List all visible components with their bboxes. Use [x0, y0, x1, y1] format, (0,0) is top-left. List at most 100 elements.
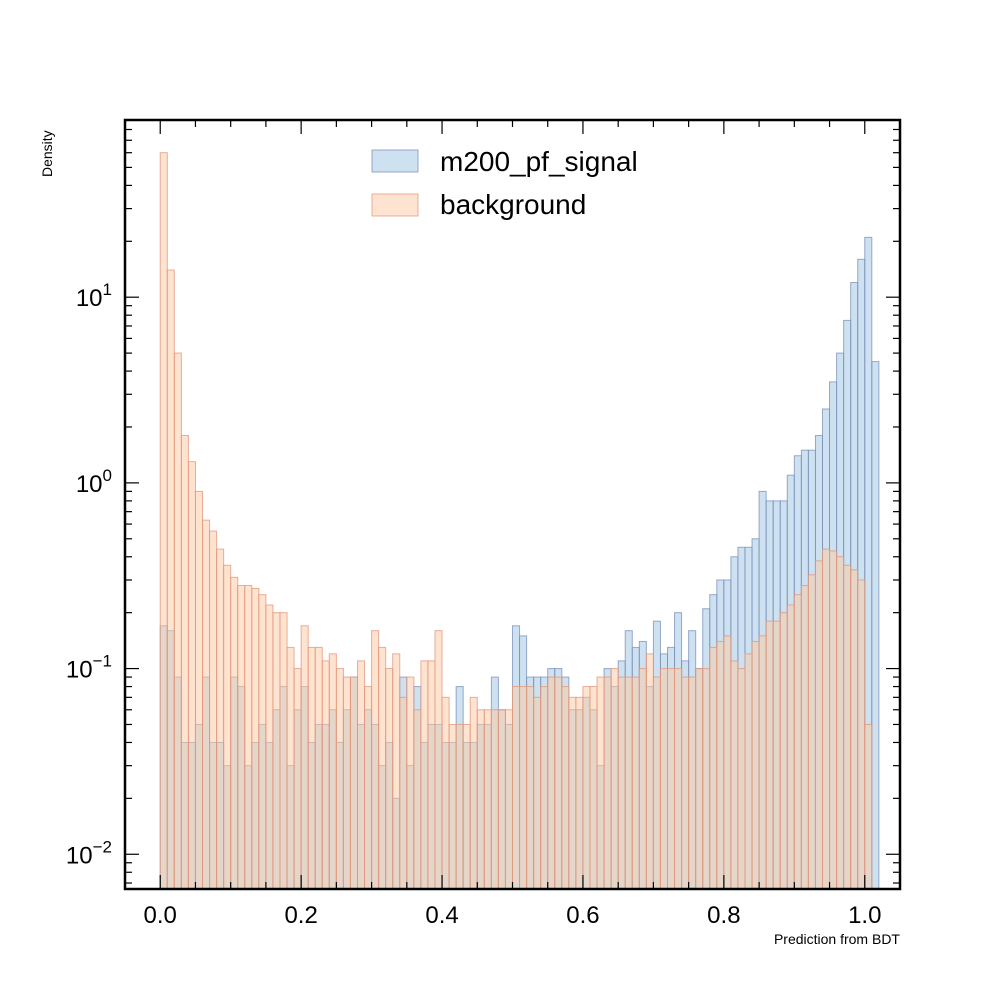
- x-tick-label: 0.4: [425, 902, 458, 929]
- background-bar: [357, 660, 366, 890]
- background-bar: [237, 585, 246, 890]
- background-bar: [413, 709, 422, 890]
- x-tick-label: 0.0: [144, 902, 177, 929]
- background-bar: [497, 709, 506, 890]
- background-bar: [526, 686, 535, 890]
- background-bar: [716, 640, 725, 890]
- background-bar: [850, 569, 859, 890]
- background-bar: [441, 696, 450, 890]
- background-bar: [230, 576, 239, 890]
- legend-label-signal: m200_pf_signal: [440, 146, 638, 177]
- background-bar: [561, 686, 570, 890]
- background-bar: [807, 574, 816, 890]
- background-bar: [667, 668, 676, 890]
- background-bar: [836, 556, 845, 890]
- background-bar: [173, 352, 182, 890]
- background-bar: [688, 676, 697, 890]
- axis-ticks: [124, 119, 901, 889]
- background-bar: [180, 434, 189, 890]
- background-bar: [554, 676, 563, 890]
- x-tick-label: 0.2: [284, 902, 317, 929]
- background-bar: [645, 653, 654, 890]
- background-bar: [279, 612, 288, 890]
- background-bar: [307, 646, 316, 890]
- background-bar: [829, 550, 838, 890]
- background-bar: [744, 653, 753, 890]
- background-bar: [335, 668, 344, 890]
- background-bar: [244, 585, 253, 890]
- background-bar: [371, 630, 380, 890]
- background-bar: [800, 585, 809, 890]
- background-bar: [258, 594, 267, 890]
- y-tick-label: 101: [76, 280, 112, 312]
- background-bar: [202, 519, 211, 890]
- background-bar: [786, 604, 795, 890]
- background-bar: [857, 579, 866, 890]
- legend: m200_pf_signal background: [371, 146, 638, 220]
- background-bar: [589, 686, 598, 890]
- background-bar: [300, 625, 309, 890]
- background-bar: [251, 587, 260, 890]
- background-bar: [814, 560, 823, 890]
- background-bar: [342, 676, 351, 890]
- background-bar: [765, 620, 774, 890]
- background-bar: [448, 723, 457, 890]
- background-bar: [476, 709, 485, 890]
- background-bar: [758, 635, 767, 890]
- background-bar: [582, 686, 591, 890]
- background-bar: [631, 676, 640, 890]
- background-bar: [187, 461, 196, 890]
- y-axis-label: Density: [39, 130, 55, 177]
- background-bar: [674, 668, 683, 890]
- background-bar: [483, 709, 492, 890]
- y-tick-label: 10−2: [66, 837, 112, 869]
- background-bar: [793, 594, 802, 890]
- background-bar: [547, 676, 556, 890]
- background-bar: [293, 668, 302, 890]
- background-bar: [575, 696, 584, 890]
- background-bar: [702, 668, 711, 890]
- background-bar: [568, 696, 577, 890]
- background-bar: [864, 723, 873, 890]
- signal-bar: [871, 361, 880, 890]
- background-bar: [843, 564, 852, 890]
- background-bar: [455, 723, 464, 890]
- background-bar: [603, 676, 612, 890]
- background-bar: [385, 668, 394, 890]
- background-bar: [695, 668, 704, 890]
- background-bar: [364, 686, 373, 890]
- background-bar: [779, 612, 788, 890]
- background-bar: [652, 676, 661, 890]
- background-bar: [209, 530, 218, 890]
- background-bar: [349, 676, 359, 890]
- background-bar: [504, 709, 514, 890]
- background-bar: [737, 668, 746, 890]
- background-bar: [512, 686, 521, 890]
- background-bar: [286, 646, 295, 890]
- legend-swatch-background: [371, 193, 419, 217]
- background-bar: [659, 668, 668, 890]
- background-bar: [822, 548, 831, 890]
- background-bar: [462, 723, 471, 890]
- background-bar: [328, 653, 337, 890]
- background-bar: [194, 490, 203, 890]
- background-bar: [420, 660, 429, 890]
- background-bar: [617, 676, 626, 890]
- background-bar: [723, 635, 732, 890]
- background-bar: [314, 646, 323, 890]
- background-bar: [540, 686, 549, 890]
- background-bar: [596, 676, 605, 890]
- background-bar: [519, 686, 528, 890]
- background-bar: [427, 660, 436, 890]
- y-tick-label: 10−1: [66, 652, 112, 684]
- background-bar: [272, 612, 281, 890]
- background-bar: [216, 548, 225, 890]
- background-bar: [159, 152, 168, 890]
- background-bar: [321, 660, 330, 890]
- background-bar: [434, 630, 443, 890]
- background-bar: [399, 696, 408, 890]
- background-bar: [624, 676, 633, 890]
- background-bar: [638, 668, 647, 890]
- background-bar: [265, 604, 274, 890]
